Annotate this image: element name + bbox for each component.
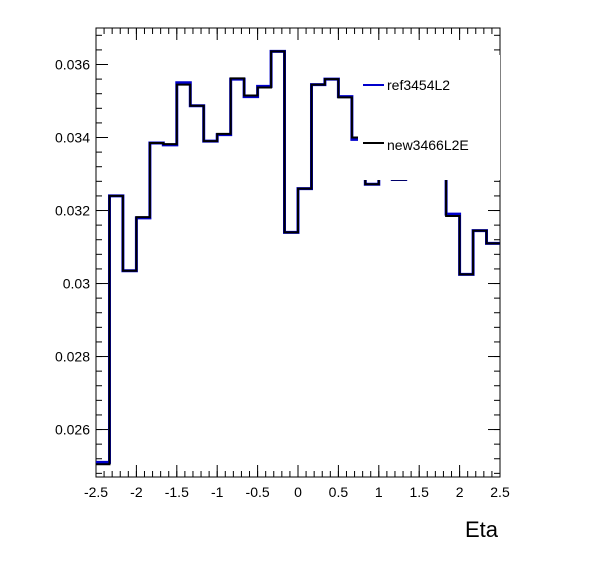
x-axis-label: Eta bbox=[465, 517, 499, 542]
y-tick-label: 0.026 bbox=[55, 422, 90, 438]
x-tick-label: 1 bbox=[375, 484, 383, 500]
x-tick-label: -2.5 bbox=[84, 484, 108, 500]
y-tick-label: 0.036 bbox=[55, 57, 90, 73]
y-axis: 0.026 0.028 0.03 0.032 0.034 0.036 bbox=[55, 34, 500, 474]
x-tick-label: -2 bbox=[130, 484, 143, 500]
x-tick-label: -0.5 bbox=[246, 484, 270, 500]
x-tick-label: 0.5 bbox=[329, 484, 349, 500]
x-tick-label: 1.5 bbox=[409, 484, 429, 500]
x-tick-label: -1 bbox=[211, 484, 224, 500]
x-axis: -2.5 -2 -1.5 -1 -0.5 0 0.5 1 1.5 2 2.5 bbox=[84, 28, 510, 500]
x-tick-label: 2 bbox=[456, 484, 464, 500]
y-tick-label: 0.032 bbox=[55, 203, 90, 219]
y-tick-label: 0.028 bbox=[55, 349, 90, 365]
legend-label-new: new3466L2E bbox=[387, 137, 469, 153]
x-tick-label: 0 bbox=[294, 484, 302, 500]
legend-label-ref: ref3454L2 bbox=[387, 77, 450, 93]
x-tick-label: -1.5 bbox=[165, 484, 189, 500]
y-tick-label: 0.034 bbox=[55, 130, 90, 146]
legend-box bbox=[358, 55, 500, 180]
x-tick-label: 2.5 bbox=[490, 484, 510, 500]
legend: ref3454L2 new3466L2E bbox=[358, 55, 500, 180]
y-tick-label: 0.03 bbox=[63, 276, 90, 292]
